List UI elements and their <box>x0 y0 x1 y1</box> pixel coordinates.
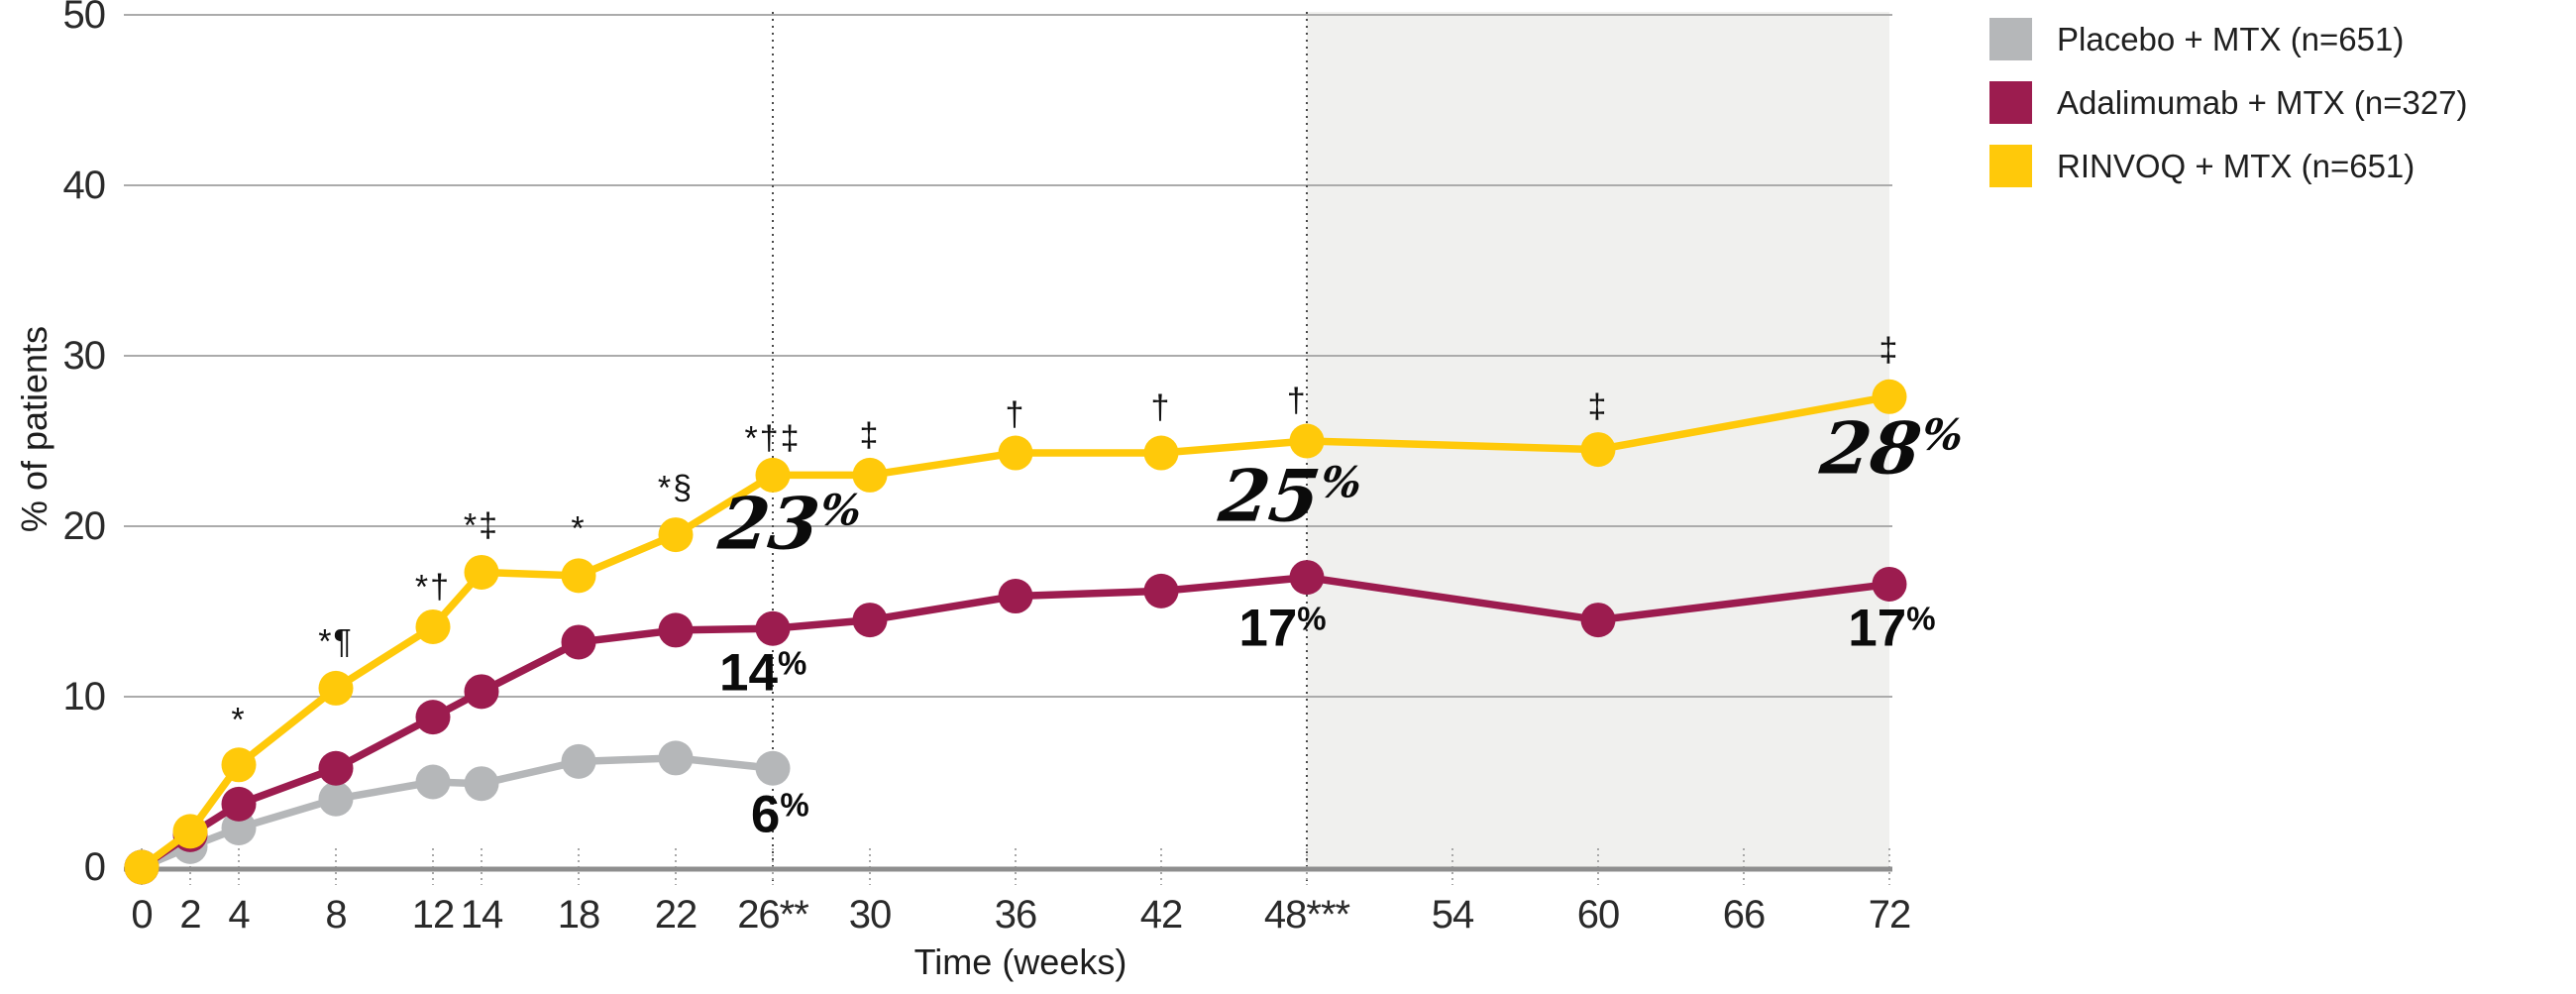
data-point-rinvoq <box>1872 379 1907 414</box>
value-label: 28% <box>1816 405 1967 491</box>
data-point-rinvoq <box>1143 435 1179 471</box>
data-point-rinvoq <box>658 517 694 553</box>
x-axis-title: Time (weeks) <box>913 941 1127 982</box>
legend-swatch <box>1989 18 2032 60</box>
percent-sign: % <box>1906 600 1936 637</box>
data-point-adalimumab <box>1289 560 1325 596</box>
data-point-placebo <box>755 750 791 786</box>
x-tick-label: 2 <box>179 893 201 937</box>
significance-annotation: *§ <box>657 469 695 507</box>
data-point-rinvoq <box>464 554 499 590</box>
data-point-rinvoq <box>415 608 451 644</box>
legend-item: Adalimumab + MTX (n=327) <box>1989 81 2468 124</box>
significance-annotation: *‡ <box>463 506 500 545</box>
data-point-rinvoq <box>852 457 888 493</box>
legend-swatch <box>1989 145 2032 187</box>
x-tick-label: 66 <box>1722 893 1767 937</box>
value-label: 25% <box>1215 453 1364 538</box>
value-label: 23% <box>714 481 865 566</box>
percent-sign: % <box>1919 410 1967 461</box>
legend-item: Placebo + MTX (n=651) <box>1989 18 2468 60</box>
significance-annotation: † <box>1150 388 1172 427</box>
significance-annotation: ‡ <box>859 416 881 455</box>
y-tick-label: 20 <box>62 504 107 548</box>
data-point-adalimumab <box>561 624 596 660</box>
legend-swatch <box>1989 81 2032 124</box>
significance-annotation: *†‡ <box>744 419 802 458</box>
x-tick-label: 14 <box>460 893 504 937</box>
legend-item: RINVOQ + MTX (n=651) <box>1989 145 2468 187</box>
data-point-adalimumab <box>1580 603 1616 638</box>
data-point-rinvoq <box>1289 423 1325 459</box>
y-tick-label: 40 <box>62 164 107 207</box>
data-point-adalimumab <box>1143 573 1179 608</box>
significance-annotation: † <box>1286 382 1308 420</box>
y-axis-title: % of patients <box>14 325 54 533</box>
significance-annotation: *† <box>414 568 452 607</box>
y-tick-label: 10 <box>62 675 107 718</box>
legend-label: Placebo + MTX (n=651) <box>2057 20 2405 57</box>
y-tick-label: 50 <box>62 0 107 37</box>
data-point-rinvoq <box>1580 432 1616 468</box>
data-point-placebo <box>221 810 257 845</box>
significance-annotation: † <box>1005 395 1026 434</box>
data-point-rinvoq <box>755 457 791 493</box>
data-point-placebo <box>658 740 694 776</box>
percent-sign: % <box>780 786 809 824</box>
legend: Placebo + MTX (n=651) Adalimumab + MTX (n… <box>1989 18 2468 208</box>
x-tick-label: 12 <box>411 893 456 937</box>
data-point-rinvoq <box>221 747 257 783</box>
value-label: 6% <box>750 785 809 844</box>
data-point-adalimumab <box>464 674 499 710</box>
significance-annotation: * <box>571 509 587 548</box>
data-point-adalimumab <box>1872 566 1907 602</box>
data-point-placebo <box>318 781 354 817</box>
x-tick-label: 26** <box>737 893 809 937</box>
legend-label: Adalimumab + MTX (n=327) <box>2057 83 2468 121</box>
data-point-rinvoq <box>124 849 160 885</box>
data-point-adalimumab <box>415 700 451 735</box>
x-tick-label: 30 <box>848 893 893 937</box>
data-point-rinvoq <box>172 814 208 849</box>
x-tick-label: 48*** <box>1263 893 1350 937</box>
percent-sign: % <box>817 486 865 536</box>
x-tick-label: 4 <box>228 893 250 937</box>
value-label: 14% <box>719 643 807 703</box>
percent-sign: % <box>1317 458 1364 508</box>
value-label: 17% <box>1848 599 1936 658</box>
significance-annotation: *¶ <box>318 622 354 661</box>
significance-annotation: ‡ <box>1587 387 1609 426</box>
x-tick-label: 60 <box>1576 893 1621 937</box>
data-point-adalimumab <box>998 579 1033 614</box>
x-tick-label: 42 <box>1139 893 1184 937</box>
value-label: 17% <box>1238 599 1327 658</box>
x-tick-label: 8 <box>325 893 347 937</box>
data-point-placebo <box>464 766 499 802</box>
data-point-adalimumab <box>658 612 694 648</box>
x-tick-label: 0 <box>131 893 153 937</box>
data-point-rinvoq <box>561 558 596 594</box>
data-point-adalimumab <box>221 786 257 822</box>
x-tick-label: 54 <box>1431 893 1475 937</box>
data-point-placebo <box>561 743 596 779</box>
x-tick-label: 36 <box>994 893 1038 937</box>
legend-label: RINVOQ + MTX (n=651) <box>2057 147 2415 184</box>
data-point-adalimumab <box>852 603 888 638</box>
y-tick-label: 0 <box>83 845 106 889</box>
x-tick-label: 18 <box>557 893 601 937</box>
percent-sign: % <box>777 644 807 682</box>
y-tick-label: 30 <box>62 334 107 378</box>
data-point-adalimumab <box>755 610 791 646</box>
significance-annotation: ‡ <box>1878 331 1900 370</box>
percent-sign: % <box>1297 600 1327 637</box>
x-tick-label: 72 <box>1868 893 1912 937</box>
data-point-rinvoq <box>998 435 1033 471</box>
x-tick-label: 22 <box>654 893 698 937</box>
data-point-placebo <box>415 764 451 800</box>
data-point-rinvoq <box>318 670 354 706</box>
data-point-adalimumab <box>318 750 354 786</box>
significance-annotation: * <box>231 701 247 739</box>
